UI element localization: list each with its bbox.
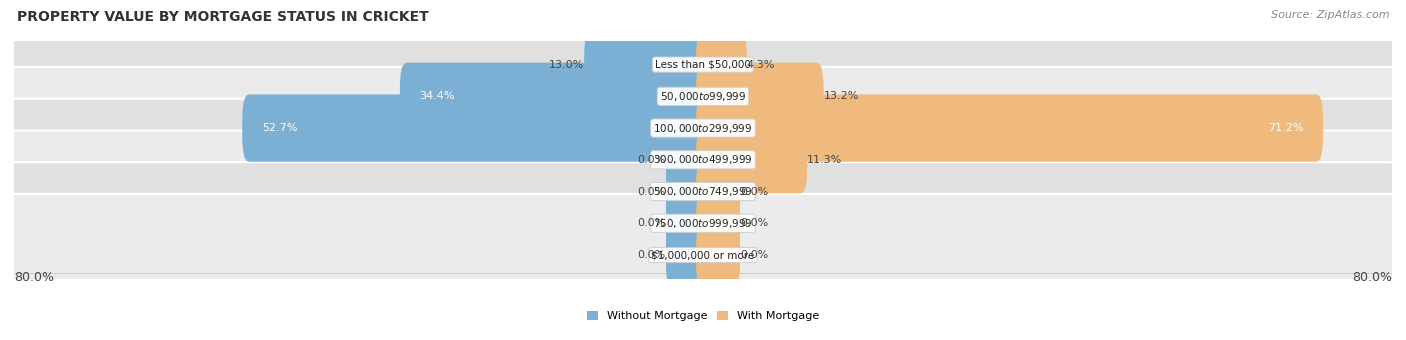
FancyBboxPatch shape xyxy=(696,31,747,98)
FancyBboxPatch shape xyxy=(583,31,710,98)
Text: PROPERTY VALUE BY MORTGAGE STATUS IN CRICKET: PROPERTY VALUE BY MORTGAGE STATUS IN CRI… xyxy=(17,10,429,24)
Text: 34.4%: 34.4% xyxy=(419,91,456,101)
FancyBboxPatch shape xyxy=(666,158,710,225)
Text: 0.0%: 0.0% xyxy=(638,250,666,260)
Text: $1,000,000 or more: $1,000,000 or more xyxy=(651,250,755,260)
FancyBboxPatch shape xyxy=(696,190,740,257)
Text: 0.0%: 0.0% xyxy=(638,187,666,197)
Text: 71.2%: 71.2% xyxy=(1268,123,1303,133)
Text: 0.0%: 0.0% xyxy=(638,218,666,228)
Text: Source: ZipAtlas.com: Source: ZipAtlas.com xyxy=(1271,10,1389,20)
FancyBboxPatch shape xyxy=(399,63,710,130)
Text: 0.0%: 0.0% xyxy=(740,187,768,197)
FancyBboxPatch shape xyxy=(696,221,740,289)
Text: $100,000 to $299,999: $100,000 to $299,999 xyxy=(654,122,752,135)
FancyBboxPatch shape xyxy=(1,3,1405,126)
FancyBboxPatch shape xyxy=(696,63,824,130)
Text: 80.0%: 80.0% xyxy=(1353,271,1392,284)
Text: 11.3%: 11.3% xyxy=(807,155,842,165)
Text: 0.0%: 0.0% xyxy=(740,250,768,260)
Text: 13.0%: 13.0% xyxy=(548,59,583,70)
FancyBboxPatch shape xyxy=(696,126,807,193)
FancyBboxPatch shape xyxy=(1,131,1405,253)
FancyBboxPatch shape xyxy=(666,190,710,257)
Text: $750,000 to $999,999: $750,000 to $999,999 xyxy=(654,217,752,230)
FancyBboxPatch shape xyxy=(1,67,1405,189)
Text: $300,000 to $499,999: $300,000 to $499,999 xyxy=(654,153,752,166)
FancyBboxPatch shape xyxy=(1,99,1405,221)
FancyBboxPatch shape xyxy=(666,126,710,193)
Text: $50,000 to $99,999: $50,000 to $99,999 xyxy=(659,90,747,103)
FancyBboxPatch shape xyxy=(696,158,740,225)
Text: 0.0%: 0.0% xyxy=(638,155,666,165)
Text: $500,000 to $749,999: $500,000 to $749,999 xyxy=(654,185,752,198)
Legend: Without Mortgage, With Mortgage: Without Mortgage, With Mortgage xyxy=(582,306,824,326)
Text: 80.0%: 80.0% xyxy=(14,271,53,284)
FancyBboxPatch shape xyxy=(666,221,710,289)
FancyBboxPatch shape xyxy=(1,194,1405,316)
Text: 52.7%: 52.7% xyxy=(262,123,298,133)
FancyBboxPatch shape xyxy=(696,95,1323,162)
Text: 0.0%: 0.0% xyxy=(740,218,768,228)
FancyBboxPatch shape xyxy=(242,95,710,162)
Text: 4.3%: 4.3% xyxy=(747,59,775,70)
Text: Less than $50,000: Less than $50,000 xyxy=(655,59,751,70)
FancyBboxPatch shape xyxy=(1,35,1405,157)
FancyBboxPatch shape xyxy=(1,162,1405,284)
Text: 13.2%: 13.2% xyxy=(824,91,859,101)
